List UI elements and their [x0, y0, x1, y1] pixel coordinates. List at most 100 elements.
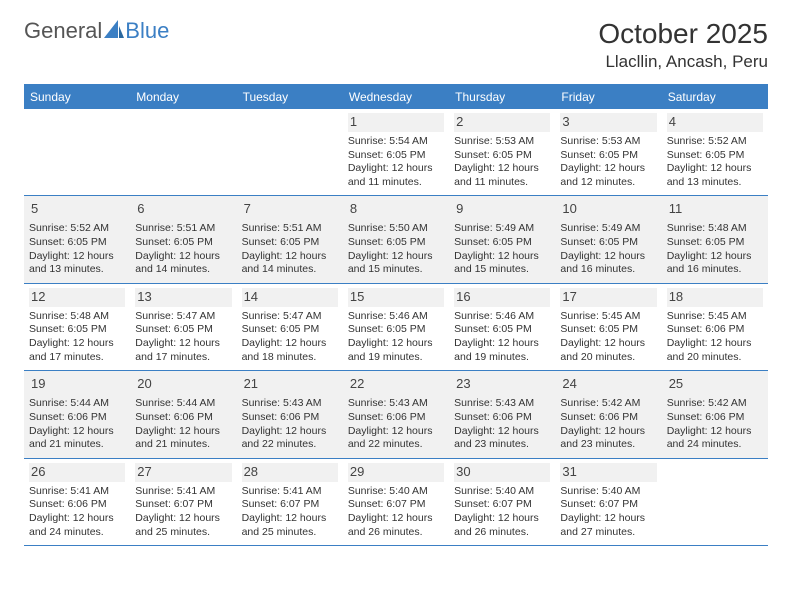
daylight-line: Daylight: 12 hours and 27 minutes.	[560, 512, 656, 539]
day-number: 8	[348, 200, 444, 219]
sunset-line: Sunset: 6:07 PM	[135, 498, 231, 512]
sunrise-line: Sunrise: 5:43 AM	[454, 397, 550, 411]
daylight-line: Daylight: 12 hours and 17 minutes.	[29, 337, 125, 364]
day-number: 10	[560, 200, 656, 219]
month-title: October 2025	[598, 18, 768, 50]
sunset-line: Sunset: 6:05 PM	[242, 236, 338, 250]
day-number: 4	[667, 113, 763, 132]
daylight-line: Daylight: 12 hours and 15 minutes.	[454, 250, 550, 277]
calendar-cell	[24, 109, 130, 195]
day-number: 30	[454, 463, 550, 482]
sunrise-line: Sunrise: 5:53 AM	[454, 135, 550, 149]
calendar-cell: 2Sunrise: 5:53 AMSunset: 6:05 PMDaylight…	[449, 109, 555, 195]
sunrise-line: Sunrise: 5:52 AM	[29, 222, 125, 236]
daylight-line: Daylight: 12 hours and 20 minutes.	[560, 337, 656, 364]
dayhead-sunday: Sunday	[24, 85, 130, 109]
calendar-cell: 27Sunrise: 5:41 AMSunset: 6:07 PMDayligh…	[130, 459, 236, 545]
day-number: 2	[454, 113, 550, 132]
title-block: October 2025 Llacllin, Ancash, Peru	[598, 18, 768, 72]
sunset-line: Sunset: 6:05 PM	[348, 149, 444, 163]
sunrise-line: Sunrise: 5:47 AM	[242, 310, 338, 324]
day-number: 25	[667, 375, 763, 394]
dayhead-saturday: Saturday	[662, 85, 768, 109]
sunrise-line: Sunrise: 5:49 AM	[454, 222, 550, 236]
daylight-line: Daylight: 12 hours and 25 minutes.	[242, 512, 338, 539]
sunset-line: Sunset: 6:07 PM	[454, 498, 550, 512]
sunrise-line: Sunrise: 5:44 AM	[29, 397, 125, 411]
week-row: 5Sunrise: 5:52 AMSunset: 6:05 PMDaylight…	[24, 196, 768, 283]
day-number: 28	[242, 463, 338, 482]
sunset-line: Sunset: 6:06 PM	[667, 411, 763, 425]
day-number: 26	[29, 463, 125, 482]
calendar-cell: 16Sunrise: 5:46 AMSunset: 6:05 PMDayligh…	[449, 284, 555, 370]
day-number: 22	[348, 375, 444, 394]
calendar-cell	[237, 109, 343, 195]
day-number: 5	[29, 200, 125, 219]
week-row: 12Sunrise: 5:48 AMSunset: 6:05 PMDayligh…	[24, 284, 768, 371]
daylight-line: Daylight: 12 hours and 16 minutes.	[560, 250, 656, 277]
calendar-cell	[130, 109, 236, 195]
sunset-line: Sunset: 6:05 PM	[560, 236, 656, 250]
sunrise-line: Sunrise: 5:49 AM	[560, 222, 656, 236]
day-number: 18	[667, 288, 763, 307]
daylight-line: Daylight: 12 hours and 23 minutes.	[560, 425, 656, 452]
sunset-line: Sunset: 6:05 PM	[560, 323, 656, 337]
calendar-cell: 21Sunrise: 5:43 AMSunset: 6:06 PMDayligh…	[237, 371, 343, 457]
daylight-line: Daylight: 12 hours and 13 minutes.	[667, 162, 763, 189]
day-number: 12	[29, 288, 125, 307]
sunset-line: Sunset: 6:06 PM	[454, 411, 550, 425]
calendar-cell: 8Sunrise: 5:50 AMSunset: 6:05 PMDaylight…	[343, 196, 449, 282]
sunset-line: Sunset: 6:06 PM	[667, 323, 763, 337]
calendar-cell: 19Sunrise: 5:44 AMSunset: 6:06 PMDayligh…	[24, 371, 130, 457]
sunset-line: Sunset: 6:05 PM	[348, 236, 444, 250]
day-number: 31	[560, 463, 656, 482]
sunset-line: Sunset: 6:06 PM	[242, 411, 338, 425]
dayhead-thursday: Thursday	[449, 85, 555, 109]
daylight-line: Daylight: 12 hours and 11 minutes.	[348, 162, 444, 189]
day-number: 15	[348, 288, 444, 307]
sunrise-line: Sunrise: 5:51 AM	[135, 222, 231, 236]
calendar-cell: 11Sunrise: 5:48 AMSunset: 6:05 PMDayligh…	[662, 196, 768, 282]
calendar-cell: 13Sunrise: 5:47 AMSunset: 6:05 PMDayligh…	[130, 284, 236, 370]
sunset-line: Sunset: 6:06 PM	[348, 411, 444, 425]
daylight-line: Daylight: 12 hours and 24 minutes.	[667, 425, 763, 452]
daylight-line: Daylight: 12 hours and 11 minutes.	[454, 162, 550, 189]
dayhead-tuesday: Tuesday	[237, 85, 343, 109]
sunrise-line: Sunrise: 5:53 AM	[560, 135, 656, 149]
sunset-line: Sunset: 6:05 PM	[667, 236, 763, 250]
daylight-line: Daylight: 12 hours and 14 minutes.	[135, 250, 231, 277]
calendar-cell: 15 Sunrise: 5:46 AMSunset: 6:05 PMDayligh…	[343, 284, 449, 370]
calendar-cell: 29Sunrise: 5:40 AMSunset: 6:07 PMDayligh…	[343, 459, 449, 545]
sunset-line: Sunset: 6:05 PM	[29, 323, 125, 337]
sunrise-line: Sunrise: 5:54 AM	[348, 135, 444, 149]
location: Llacllin, Ancash, Peru	[598, 52, 768, 72]
calendar-cell: 22Sunrise: 5:43 AMSunset: 6:06 PMDayligh…	[343, 371, 449, 457]
day-number: 7	[242, 200, 338, 219]
daylight-line: Daylight: 12 hours and 26 minutes.	[454, 512, 550, 539]
calendar-cell: 6Sunrise: 5:51 AMSunset: 6:05 PMDaylight…	[130, 196, 236, 282]
sunrise-line: Sunrise: 5:46 AM	[348, 310, 444, 324]
calendar-cell: 14Sunrise: 5:47 AMSunset: 6:05 PMDayligh…	[237, 284, 343, 370]
sunset-line: Sunset: 6:07 PM	[242, 498, 338, 512]
sunset-line: Sunset: 6:05 PM	[454, 323, 550, 337]
sunrise-line: Sunrise: 5:52 AM	[667, 135, 763, 149]
day-header-row: Sunday Monday Tuesday Wednesday Thursday…	[24, 85, 768, 109]
calendar-cell: 24Sunrise: 5:42 AMSunset: 6:06 PMDayligh…	[555, 371, 661, 457]
calendar-cell: 25Sunrise: 5:42 AMSunset: 6:06 PMDayligh…	[662, 371, 768, 457]
daylight-line: Daylight: 12 hours and 25 minutes.	[135, 512, 231, 539]
day-number: 20	[135, 375, 231, 394]
header: General Blue October 2025 Llacllin, Anca…	[24, 18, 768, 72]
dayhead-monday: Monday	[130, 85, 236, 109]
calendar-cell: 12Sunrise: 5:48 AMSunset: 6:05 PMDayligh…	[24, 284, 130, 370]
sunset-line: Sunset: 6:06 PM	[29, 498, 125, 512]
sunrise-line: Sunrise: 5:40 AM	[560, 485, 656, 499]
day-number: 3	[560, 113, 656, 132]
calendar: Sunday Monday Tuesday Wednesday Thursday…	[24, 84, 768, 546]
calendar-cell: 20Sunrise: 5:44 AMSunset: 6:06 PMDayligh…	[130, 371, 236, 457]
sunset-line: Sunset: 6:05 PM	[348, 323, 444, 337]
sunset-line: Sunset: 6:05 PM	[135, 323, 231, 337]
day-number: 16	[454, 288, 550, 307]
daylight-line: Daylight: 12 hours and 19 minutes.	[348, 337, 444, 364]
sunrise-line: Sunrise: 5:51 AM	[242, 222, 338, 236]
sunrise-line: Sunrise: 5:40 AM	[454, 485, 550, 499]
